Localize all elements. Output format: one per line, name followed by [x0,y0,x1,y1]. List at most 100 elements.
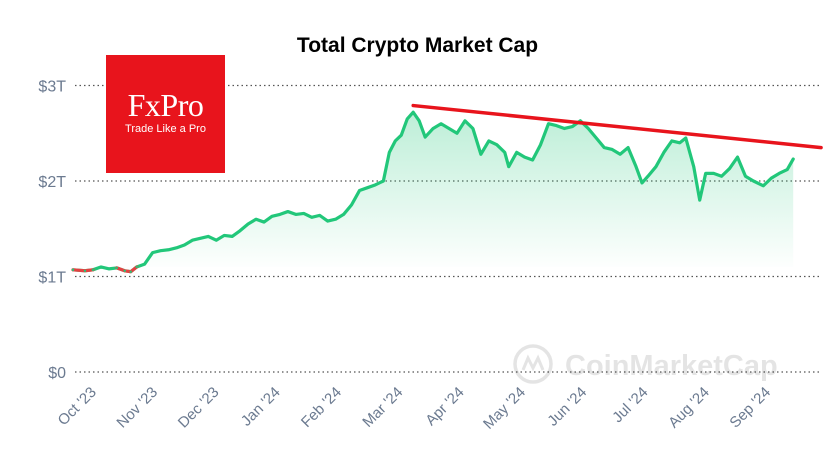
data-point [531,158,534,162]
data-point [712,172,715,175]
data-point [115,266,118,270]
data-point [183,243,186,247]
coinmarketcap-watermark: CoinMarketCap [513,344,813,388]
data-point [400,133,403,137]
data-point [786,168,789,171]
data-point [167,248,170,251]
watermark-text: CoinMarketCap [565,350,778,382]
data-point [692,165,695,168]
coinmarketcap-icon [513,344,553,384]
data-point [223,234,226,237]
fxpro-tagline: Trade Like a Pro [125,123,206,135]
data-point [728,167,731,170]
series-line-highlight-1 [115,265,139,274]
data-point [151,251,154,254]
data-point [191,239,194,242]
data-point [678,141,682,144]
x-tick-label: Jan '24 [238,384,284,430]
data-point [350,203,353,207]
data-point [254,218,258,221]
data-point [752,179,755,183]
data-point [175,246,178,250]
data-point [238,229,242,232]
data-point [487,139,491,143]
y-tick-label: $2T [38,174,66,191]
data-point [778,172,781,175]
data-point [654,165,658,168]
x-tick-label: Jun '24 [544,384,590,430]
chart-title: Total Crypto Market Cap [296,34,539,57]
data-point [670,139,674,143]
data-point [523,155,526,159]
data-point [547,122,550,125]
data-point [455,132,459,135]
data-point [388,151,391,154]
data-point [770,176,773,180]
y-tick-label: $0 [48,365,66,382]
data-point [294,213,298,216]
data-point [463,119,467,123]
y-tick-label: $1T [38,270,66,287]
data-point [135,265,138,269]
data-point [587,127,590,130]
data-point [646,175,650,178]
data-point [71,268,75,272]
data-point [358,189,361,192]
data-point [515,151,518,154]
data-point [431,127,435,130]
data-point [792,157,795,161]
x-tick-label: Feb '24 [298,384,345,431]
x-tick-label: Oct '23 [55,384,100,429]
data-point [270,215,274,218]
data-point [479,153,483,156]
data-point [318,214,321,217]
x-tick-label: Sep '24 [726,384,774,432]
data-point [123,269,126,272]
data-point [503,151,506,154]
data-point [83,269,87,272]
data-point [107,267,111,271]
data-point [91,268,95,272]
data-point [684,136,687,140]
data-point [286,210,290,213]
data-point [610,148,614,151]
data-point [555,124,558,127]
data-point [634,165,638,168]
data-point [215,239,218,242]
data-point [394,139,397,143]
x-tick-label: Jul '24 [609,384,651,426]
data-point [720,175,723,178]
series-line-highlight-0 [71,268,95,273]
data-point [326,219,329,223]
data-point [762,184,765,187]
data-point [412,111,415,114]
x-tick-label: May '24 [480,384,529,433]
data-point [539,143,542,146]
data-point [382,179,385,183]
data-point [563,127,566,130]
x-tick-label: Dec '23 [175,384,223,432]
data-point [207,235,210,238]
data-point [262,220,266,224]
data-point [471,127,475,130]
data-point [736,155,739,159]
data-point [199,237,202,240]
x-tick-label: Nov '23 [113,384,161,432]
series-area [73,112,794,272]
data-point [698,198,701,202]
resistance-trendline [411,103,823,150]
data-point [99,265,103,269]
data-point [366,186,369,189]
data-point [310,216,313,219]
data-point [662,151,666,154]
data-point [704,172,707,175]
data-point [571,125,574,128]
data-point [129,270,132,273]
data-point [595,136,598,140]
data-point [626,146,630,149]
fxpro-brand: FxPro [127,87,204,123]
data-point [342,213,345,216]
data-point [278,213,282,216]
